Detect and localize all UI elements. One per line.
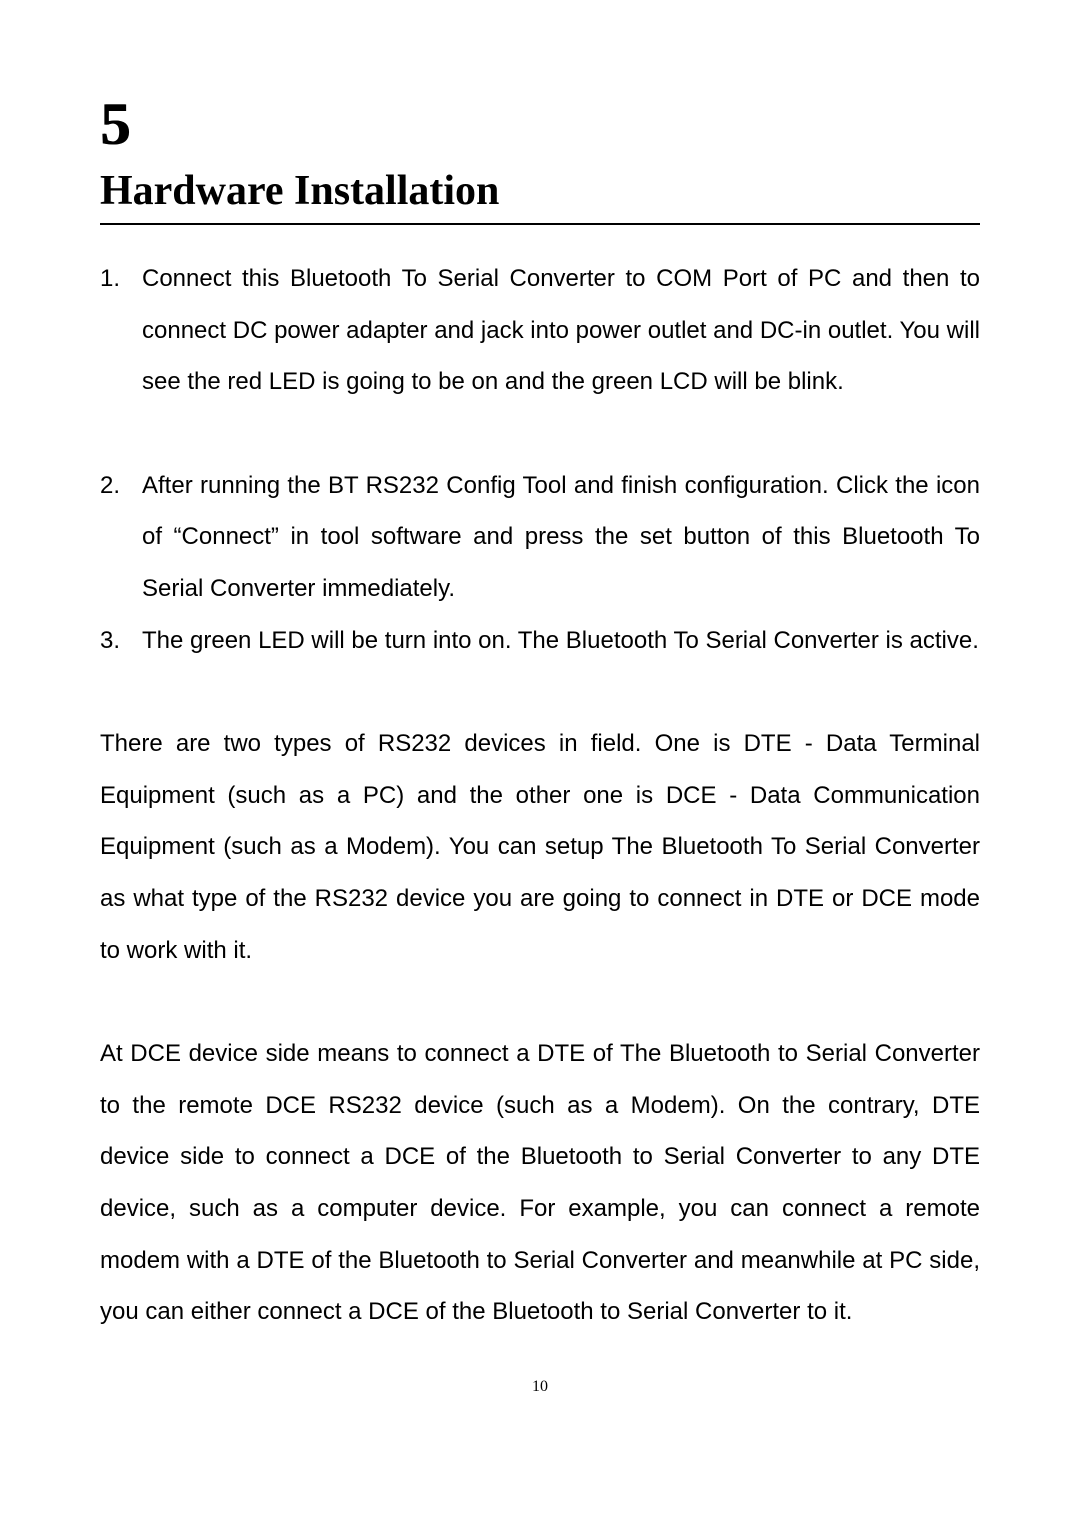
list-item-text: The green LED will be turn into on. The … xyxy=(142,615,980,667)
list-item: 3. The green LED will be turn into on. T… xyxy=(100,615,980,667)
paragraph-gap xyxy=(100,436,980,460)
list-item-text: After running the BT RS232 Config Tool a… xyxy=(142,460,980,615)
chapter-number: 5 xyxy=(100,90,980,159)
list-item-number: 3. xyxy=(100,615,142,667)
numbered-list-2: 2. After running the BT RS232 Config Too… xyxy=(100,460,980,666)
page-number: 10 xyxy=(100,1378,980,1396)
list-item: 2. After running the BT RS232 Config Too… xyxy=(100,460,980,615)
body-paragraph: At DCE device side means to connect a DT… xyxy=(100,1028,980,1338)
numbered-list-1: 1. Connect this Bluetooth To Serial Conv… xyxy=(100,253,980,408)
list-item-text: Connect this Bluetooth To Serial Convert… xyxy=(142,253,980,408)
list-item: 1. Connect this Bluetooth To Serial Conv… xyxy=(100,253,980,408)
chapter-title: Hardware Installation xyxy=(100,167,980,215)
paragraph-gap xyxy=(100,694,980,718)
list-item-number: 2. xyxy=(100,460,142,615)
page-container: 5 Hardware Installation 1. Connect this … xyxy=(0,0,1080,1436)
list-item-number: 1. xyxy=(100,253,142,408)
title-divider xyxy=(100,223,980,225)
body-paragraph: There are two types of RS232 devices in … xyxy=(100,718,980,976)
paragraph-gap xyxy=(100,1004,980,1028)
